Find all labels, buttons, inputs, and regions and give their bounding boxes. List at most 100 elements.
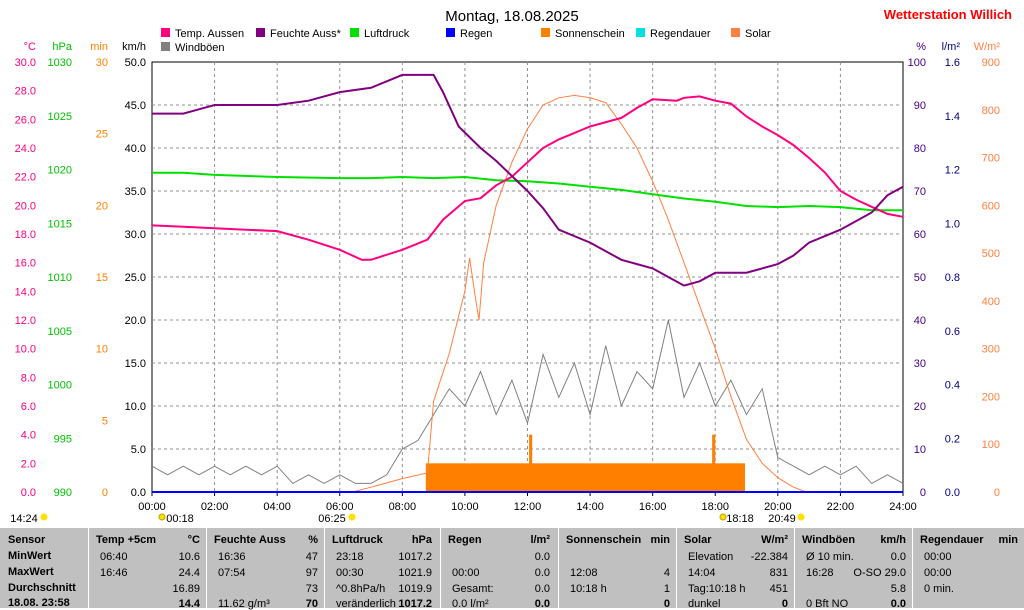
x-tick-label: 24:00	[889, 501, 917, 513]
table-separator	[440, 528, 441, 608]
x-tick-label: 14:00	[576, 501, 604, 513]
solar-axis-tick: 600	[982, 200, 1000, 212]
table-time: 0.0 l/m²	[452, 598, 489, 610]
table-time: 23:18	[336, 551, 364, 563]
moonrise-time: 18:18	[726, 513, 754, 525]
wind-axis-tick: 35.0	[125, 186, 146, 198]
table-value: 0	[781, 598, 788, 610]
min-axis-tick: 30	[96, 57, 108, 69]
table-separator	[794, 528, 795, 608]
temp-axis-tick: 14.0	[15, 286, 36, 298]
table-separator	[912, 528, 913, 608]
table-time: 06:40	[100, 551, 128, 563]
table-time: veränderlich	[336, 598, 396, 610]
x-tick-label: 06:00	[326, 501, 354, 513]
table-value: 0.0	[534, 567, 550, 579]
table-value: 0.0	[534, 551, 550, 563]
table-unit: °C	[187, 534, 200, 546]
temp-axis-tick: 26.0	[15, 114, 36, 126]
table-value: 0.0	[534, 583, 550, 595]
table-value: 1019.9	[398, 583, 432, 595]
table-header: Sonnenschein	[566, 534, 642, 546]
table-value: 1017.2	[398, 551, 432, 563]
table-value: 1	[663, 583, 670, 595]
min-axis-tick: 10	[96, 344, 108, 356]
table-separator	[88, 528, 89, 608]
x-tick-label: 08:00	[389, 501, 417, 513]
sunrise-time: 06:25	[318, 513, 346, 525]
table-unit: W/m²	[761, 534, 788, 546]
station-name: Wetterstation Willich	[884, 7, 1012, 22]
humidity-axis-tick: 10	[914, 444, 926, 456]
temp-axis-tick: 22.0	[15, 172, 36, 184]
table-unit: %	[308, 534, 318, 546]
table-col-sensor: Sensor MinWert MaxWert Durchschnitt 18.08. 2…	[0, 528, 88, 609]
temp-axis-tick: 28.0	[15, 86, 36, 98]
sunshine-bar	[712, 434, 716, 492]
table-col-regendauer: Regendauer min 00:00 00:00 0 min.	[914, 528, 1024, 608]
wind-axis-tick: 25.0	[125, 272, 146, 284]
temp-axis-tick: 10.0	[15, 344, 36, 356]
table-unit: min	[998, 534, 1018, 546]
table-separator	[558, 528, 559, 608]
temp-axis-tick: 6.0	[21, 401, 36, 413]
table-time: dunkel	[688, 598, 721, 610]
legend-label: Temp. Aussen	[175, 28, 244, 40]
x-tick-label: 00:00	[138, 501, 166, 513]
temp-axis-tick: 30.0	[15, 57, 36, 69]
table-header: Sensor	[8, 534, 46, 546]
table-time: 16:36	[218, 551, 246, 563]
legend-label: Regendauer	[650, 28, 711, 40]
pressure-axis-tick: 995	[54, 433, 72, 445]
rain-axis-tick: 0.4	[945, 380, 960, 392]
rain-axis-tick: 0.8	[945, 272, 960, 284]
humidity-axis-tick: 50	[914, 272, 926, 284]
table-time: 00:30	[336, 567, 364, 579]
table-row-label: Durchschnitt	[8, 582, 76, 594]
summary-table: Sensor MinWert MaxWert Durchschnitt 18.08. 2…	[0, 528, 1024, 610]
table-value: 16.89	[172, 583, 200, 595]
table-value: 4	[663, 567, 670, 579]
pressure-axis-unit: hPa	[52, 41, 72, 53]
wind-axis-tick: 0.0	[131, 487, 146, 499]
pressure-axis-tick: 1015	[48, 218, 72, 230]
moon-icon	[158, 513, 166, 521]
min-axis-tick: 25	[96, 129, 108, 141]
table-header: Regen	[448, 534, 482, 546]
legend-label: Solar	[745, 28, 771, 40]
wind-axis-tick: 45.0	[125, 100, 146, 112]
series-temp-aussen	[151, 95, 904, 261]
wind-axis-tick: 20.0	[125, 315, 146, 327]
table-col-wind: Windböen km/h Ø 10 min. 0.0 16:28 O-SO 29.0 5.…	[796, 528, 912, 610]
table-time: 12:08	[570, 567, 598, 579]
pressure-axis-tick: 1025	[48, 111, 72, 123]
table-separator	[676, 528, 677, 608]
humidity-axis-tick: 100	[908, 57, 926, 69]
rain-axis-tick: 1.0	[945, 218, 960, 230]
temp-axis-tick: 24.0	[15, 143, 36, 155]
table-header: Regendauer	[920, 534, 984, 546]
pressure-axis-tick: 1005	[48, 326, 72, 338]
min-axis-unit: min	[90, 41, 108, 53]
wind-axis-tick: 10.0	[125, 401, 146, 413]
rain-axis-tick: 1.2	[945, 165, 960, 177]
table-col-feuchte: Feuchte Auss% 16:36 47 07:54 97 73 11.62 g/m³ 7…	[208, 528, 324, 610]
sun-icon	[348, 513, 356, 521]
wind-axis-tick: 5.0	[131, 444, 146, 456]
solar-axis-tick: 700	[982, 153, 1000, 165]
table-unit: l/m²	[530, 534, 550, 546]
x-tick-label: 04:00	[263, 501, 291, 513]
table-value: 5.8	[890, 583, 906, 595]
humidity-axis-unit: %	[916, 41, 926, 53]
x-tick-label: 16:00	[639, 501, 667, 513]
table-row-label: MaxWert	[8, 566, 54, 578]
wind-axis-tick: 40.0	[125, 143, 146, 155]
humidity-axis-tick: 60	[914, 229, 926, 241]
legend-label: Sonnenschein	[555, 28, 625, 40]
series-windboeen	[151, 319, 904, 485]
x-tick-label: 18:00	[701, 501, 729, 513]
series-solar	[152, 94, 903, 493]
solar-axis-tick: 900	[982, 57, 1000, 69]
table-value: 831	[769, 567, 788, 579]
table-unit: min	[650, 534, 670, 546]
